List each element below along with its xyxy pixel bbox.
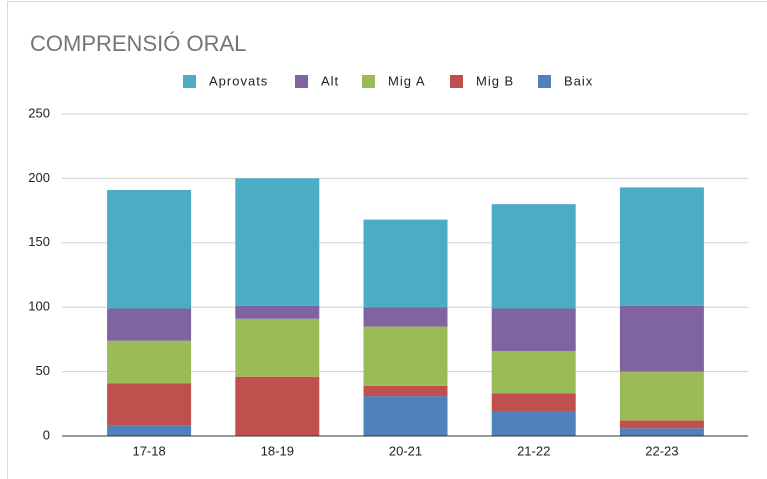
bar-segment xyxy=(619,420,704,429)
y-tick-label: 50 xyxy=(36,363,50,378)
bar-segment xyxy=(491,350,576,394)
bar-segment xyxy=(363,385,448,397)
bar-segment xyxy=(107,383,192,426)
bar-segment xyxy=(619,371,704,421)
bar-segment xyxy=(619,428,704,436)
legend-label: Mig B xyxy=(476,73,514,88)
y-tick-label: 150 xyxy=(28,234,50,249)
bar-segment xyxy=(107,308,192,341)
bar-segment xyxy=(235,376,320,436)
bar-segment xyxy=(363,396,448,436)
bar-segment xyxy=(363,219,448,308)
legend-swatch xyxy=(362,75,375,88)
bar-segment xyxy=(363,307,448,327)
legend-label: Mig A xyxy=(388,73,426,88)
y-tick-label: 0 xyxy=(43,427,50,442)
y-tick-label: 200 xyxy=(28,170,50,185)
x-tick-label: 22-23 xyxy=(645,443,678,458)
x-tick-label: 18-19 xyxy=(261,443,294,458)
legend-swatch xyxy=(538,75,551,88)
legend-label: Aprovats xyxy=(209,73,268,88)
bar-segment xyxy=(235,305,320,319)
bar-segment xyxy=(107,425,192,436)
legend-swatch xyxy=(295,75,308,88)
x-tick-label: 20-21 xyxy=(389,443,422,458)
bar-segment xyxy=(107,340,192,384)
y-tick-label: 100 xyxy=(28,299,50,314)
bar-segment xyxy=(235,178,320,306)
bar-segment xyxy=(107,189,192,309)
legend-swatch xyxy=(450,75,463,88)
bar-segment xyxy=(491,411,576,436)
legend-swatch xyxy=(183,75,196,88)
bar-segment xyxy=(491,204,576,309)
y-tick-label: 250 xyxy=(28,105,50,120)
bar-segment xyxy=(619,187,704,306)
bar-segment xyxy=(235,318,320,377)
legend-label: Baix xyxy=(564,73,593,88)
bar-segment xyxy=(363,326,448,386)
bar-segment xyxy=(619,305,704,372)
chart-title: COMPRENSIÓ ORAL xyxy=(30,31,246,56)
bar-segment xyxy=(491,308,576,351)
x-tick-label: 17-18 xyxy=(132,443,165,458)
legend-label: Alt xyxy=(321,73,339,88)
x-tick-label: 21-22 xyxy=(517,443,550,458)
bar-segment xyxy=(491,393,576,412)
